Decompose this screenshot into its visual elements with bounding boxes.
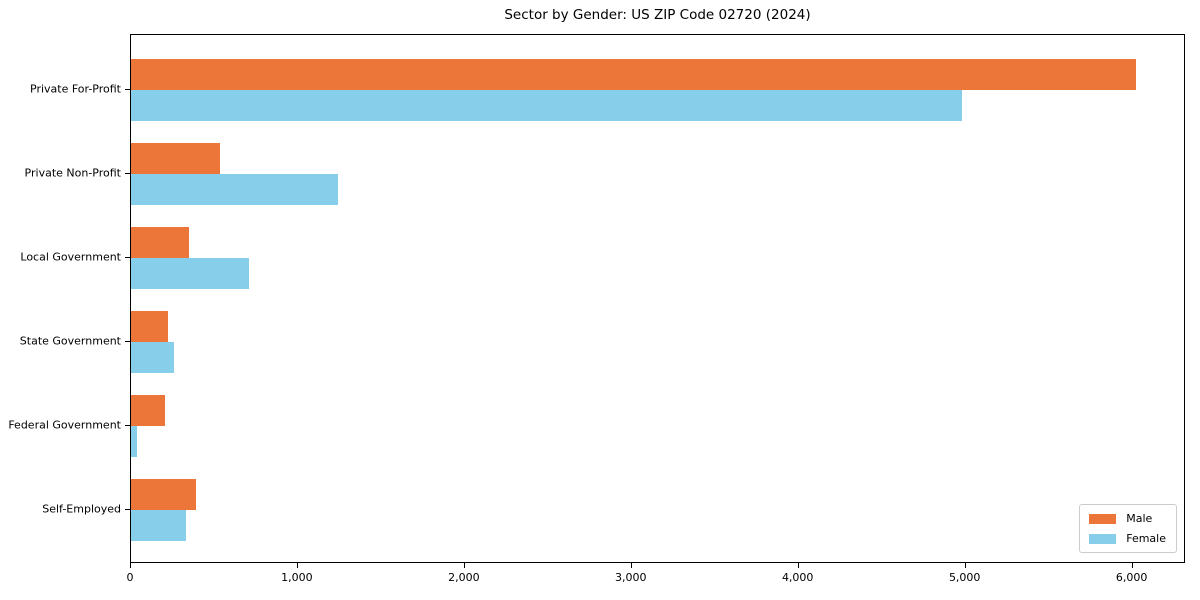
category-label-local-government: Local Government [20, 250, 121, 263]
y-tick-mark-state-government [125, 340, 130, 342]
category-label-self-employed: Self-Employed [42, 502, 121, 515]
bar-male-private-non-profit [131, 142, 220, 174]
y-tick-mark-local-government [125, 256, 130, 258]
bar-female-local-government [131, 257, 249, 289]
x-tick-mark-4000 [797, 563, 799, 568]
x-tick-mark-2000 [463, 563, 465, 568]
category-label-private-non-profit: Private Non-Profit [24, 166, 121, 179]
bar-female-private-for-profit [131, 89, 963, 121]
bar-male-private-for-profit [131, 58, 1136, 90]
x-tick-mark-1000 [296, 563, 298, 568]
x-tick-label-2000: 2,000 [448, 571, 480, 584]
x-tick-mark-0 [130, 563, 131, 568]
bar-male-federal-government [131, 394, 166, 426]
legend-item-male: Male [1089, 512, 1166, 525]
bar-male-self-employed [131, 478, 197, 510]
bar-female-federal-government [131, 425, 137, 457]
y-tick-mark-private-for-profit [125, 88, 130, 90]
x-tick-mark-3000 [630, 563, 632, 568]
x-tick-mark-5000 [964, 563, 966, 568]
male-legend-swatch [1089, 513, 1117, 524]
female-legend-swatch [1089, 533, 1117, 544]
x-tick-label-6000: 6,000 [1115, 571, 1148, 584]
x-tick-label-3000: 3,000 [615, 571, 647, 584]
legend-label-male: Male [1126, 512, 1153, 525]
y-tick-mark-federal-government [125, 424, 130, 426]
legend-item-female: Female [1089, 532, 1166, 545]
plot-area: Male Female [130, 34, 1185, 563]
x-tick-label-5000: 5,000 [948, 571, 981, 584]
category-label-state-government: State Government [19, 334, 121, 347]
legend-label-female: Female [1126, 532, 1166, 545]
bar-male-state-government [131, 310, 168, 342]
y-tick-mark-self-employed [125, 508, 130, 510]
chart-title: Sector by Gender: US ZIP Code 02720 (202… [504, 7, 811, 23]
bar-female-self-employed [131, 509, 187, 541]
legend: Male Female [1079, 504, 1177, 553]
x-tick-label-0: 0 [126, 571, 134, 584]
x-tick-label-1000: 1,000 [281, 571, 313, 584]
category-label-federal-government: Federal Government [8, 418, 121, 431]
y-tick-mark-private-non-profit [125, 172, 130, 174]
bar-female-state-government [131, 341, 174, 373]
bar-female-private-non-profit [131, 173, 338, 205]
bar-male-local-government [131, 226, 189, 258]
x-tick-mark-6000 [1131, 563, 1133, 568]
category-label-private-for-profit: Private For-Profit [30, 82, 121, 95]
x-tick-label-4000: 4,000 [781, 571, 814, 584]
